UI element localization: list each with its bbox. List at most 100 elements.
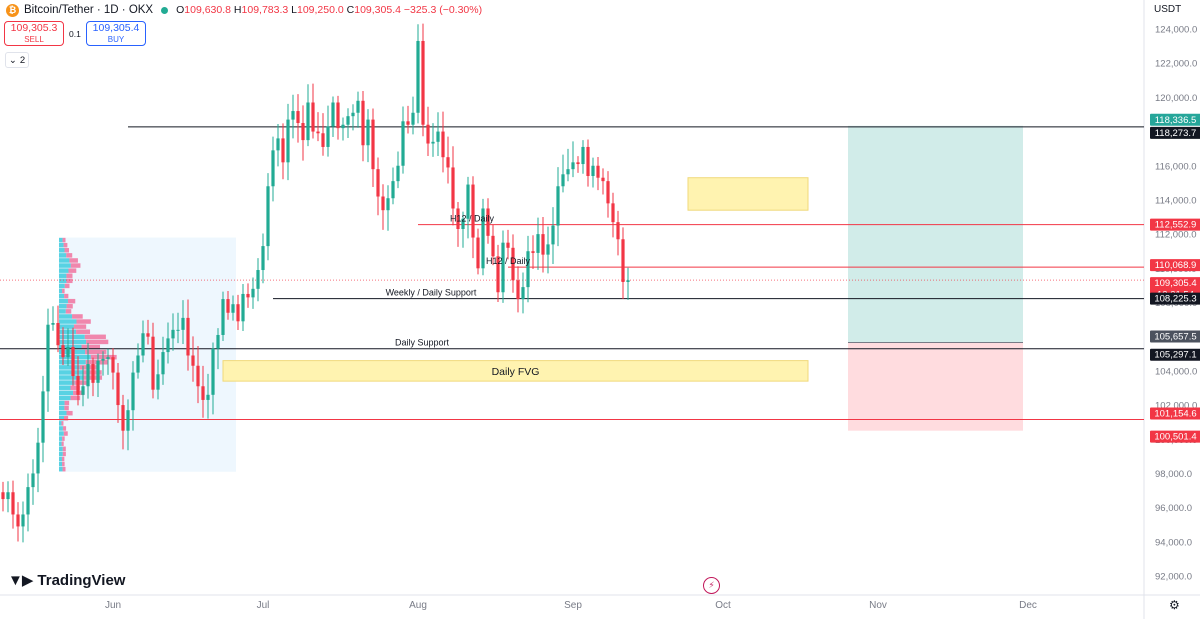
y-tick-label: 112,000.0 [1155, 230, 1197, 241]
candle-body [11, 492, 15, 515]
candle-body [201, 386, 205, 400]
tradingview-logo[interactable]: ▼▶ TradingView [8, 571, 125, 590]
volume-profile-bar-down [68, 268, 77, 273]
y-tick-label: 102,000.0 [1155, 401, 1197, 412]
volume-profile-bar-up [59, 380, 75, 385]
price-axis-label: 105,297.1 [1154, 350, 1196, 361]
indicators-toggle-button[interactable]: ⌄ 2 [5, 52, 29, 68]
candle-body [616, 222, 620, 240]
fvg-zone [687, 177, 809, 211]
open-value: 109,630.8 [184, 4, 231, 16]
volume-profile-bar-up [59, 416, 65, 421]
candle-body [141, 333, 145, 356]
candle-body [81, 386, 85, 395]
candle-body [231, 304, 235, 313]
volume-profile-bar-up [59, 456, 62, 462]
price-axis-label-bg [1150, 259, 1200, 272]
candle-body [426, 124, 430, 144]
candle-body [226, 299, 230, 313]
x-tick-label: Dec [1019, 600, 1037, 611]
volume-profile-bar-up [59, 293, 65, 299]
candle-body [606, 181, 610, 204]
sell-button[interactable]: 109,305.3 SELL [4, 21, 64, 46]
candle-body [511, 247, 515, 281]
candle-body [351, 112, 355, 117]
buy-button[interactable]: 109,305.4 BUY [86, 21, 146, 46]
candle-body [301, 123, 305, 141]
candle-body [321, 133, 325, 147]
candle-body [416, 40, 420, 113]
candle-body [96, 360, 100, 383]
volume-profile-bar-down [84, 334, 106, 340]
buy-label: BUY [107, 35, 125, 44]
candle-body [171, 329, 175, 339]
candle-body [261, 246, 265, 271]
volume-profile-bar-down [73, 324, 87, 329]
candle-body [491, 235, 495, 257]
price-axis-label: 101,154.6 [1154, 409, 1196, 420]
candle-body [31, 473, 35, 488]
line-label: Daily Support [395, 338, 450, 348]
currency-label[interactable]: USDT [1154, 4, 1182, 15]
candle-body [106, 357, 110, 359]
volume-profile-bar-up [59, 278, 67, 284]
zone-label: Daily FVG [492, 366, 540, 378]
candle-body [181, 317, 185, 330]
volume-profile-bar-down [66, 273, 73, 278]
candle-body [521, 287, 525, 300]
candle-body [286, 119, 290, 163]
change-value: −325.3 (−0.30%) [403, 4, 483, 16]
candle-body [596, 165, 600, 178]
volume-profile-bar-up [59, 375, 83, 380]
volume-profile-bar-down [72, 314, 83, 319]
candle-body [306, 102, 310, 141]
candle-body [216, 334, 220, 349]
buy-price: 109,305.4 [92, 22, 140, 34]
lightning-icon[interactable]: ⚡ [703, 577, 720, 594]
x-tick-label: Nov [869, 600, 887, 611]
gear-icon[interactable]: ⚙ [1169, 598, 1180, 612]
volume-profile-area [59, 237, 236, 472]
line-label: Weekly / Daily Support [386, 288, 477, 298]
volume-profile-bar-down [69, 258, 78, 263]
volume-profile-bar-down [66, 410, 73, 416]
candle-body [21, 514, 25, 527]
volume-profile-bar-down [74, 380, 88, 385]
candle-body [276, 138, 280, 151]
candle-body [61, 345, 65, 358]
candle-body [341, 124, 345, 129]
volume-profile-bar-down [66, 304, 73, 309]
volume-profile-bar-up [59, 263, 71, 268]
candle-body [531, 251, 535, 253]
volume-profile-bar-down [63, 242, 68, 248]
market-status-icon[interactable] [161, 6, 169, 14]
volume-profile-bar-down [76, 329, 91, 334]
volume-profile-bar-up [59, 253, 67, 258]
candle-body [336, 102, 340, 129]
volume-profile-bar-down [62, 466, 66, 472]
open-label: O [176, 4, 185, 16]
candle-body [241, 293, 245, 322]
position-loss-zone [848, 342, 1023, 431]
volume-profile-bar-down [86, 339, 109, 345]
volume-profile-bar-down [62, 288, 65, 294]
tradingview-logo-icon: ▼▶ [8, 572, 33, 589]
volume-profile-bar-down [62, 426, 67, 431]
volume-profile-bar-down [62, 237, 66, 243]
candle-body [466, 184, 470, 219]
candle-body [256, 270, 260, 289]
line-label: H12 / Daily [450, 214, 495, 224]
candle-body [476, 237, 480, 269]
candle-body [561, 174, 565, 187]
volume-profile-bar-up [59, 237, 63, 243]
candle-body [356, 100, 360, 113]
candle-body [541, 234, 545, 255]
volume-profile-bar-down [61, 441, 64, 446]
candle-body [421, 40, 425, 125]
candle-body [371, 119, 375, 170]
symbol-title[interactable]: Bitcoin/Tether · 1D · OKX [24, 4, 154, 16]
volume-profile-bar-down [70, 395, 81, 401]
line-label: H12 / Daily [486, 256, 531, 266]
volume-profile-bar-up [59, 304, 67, 309]
